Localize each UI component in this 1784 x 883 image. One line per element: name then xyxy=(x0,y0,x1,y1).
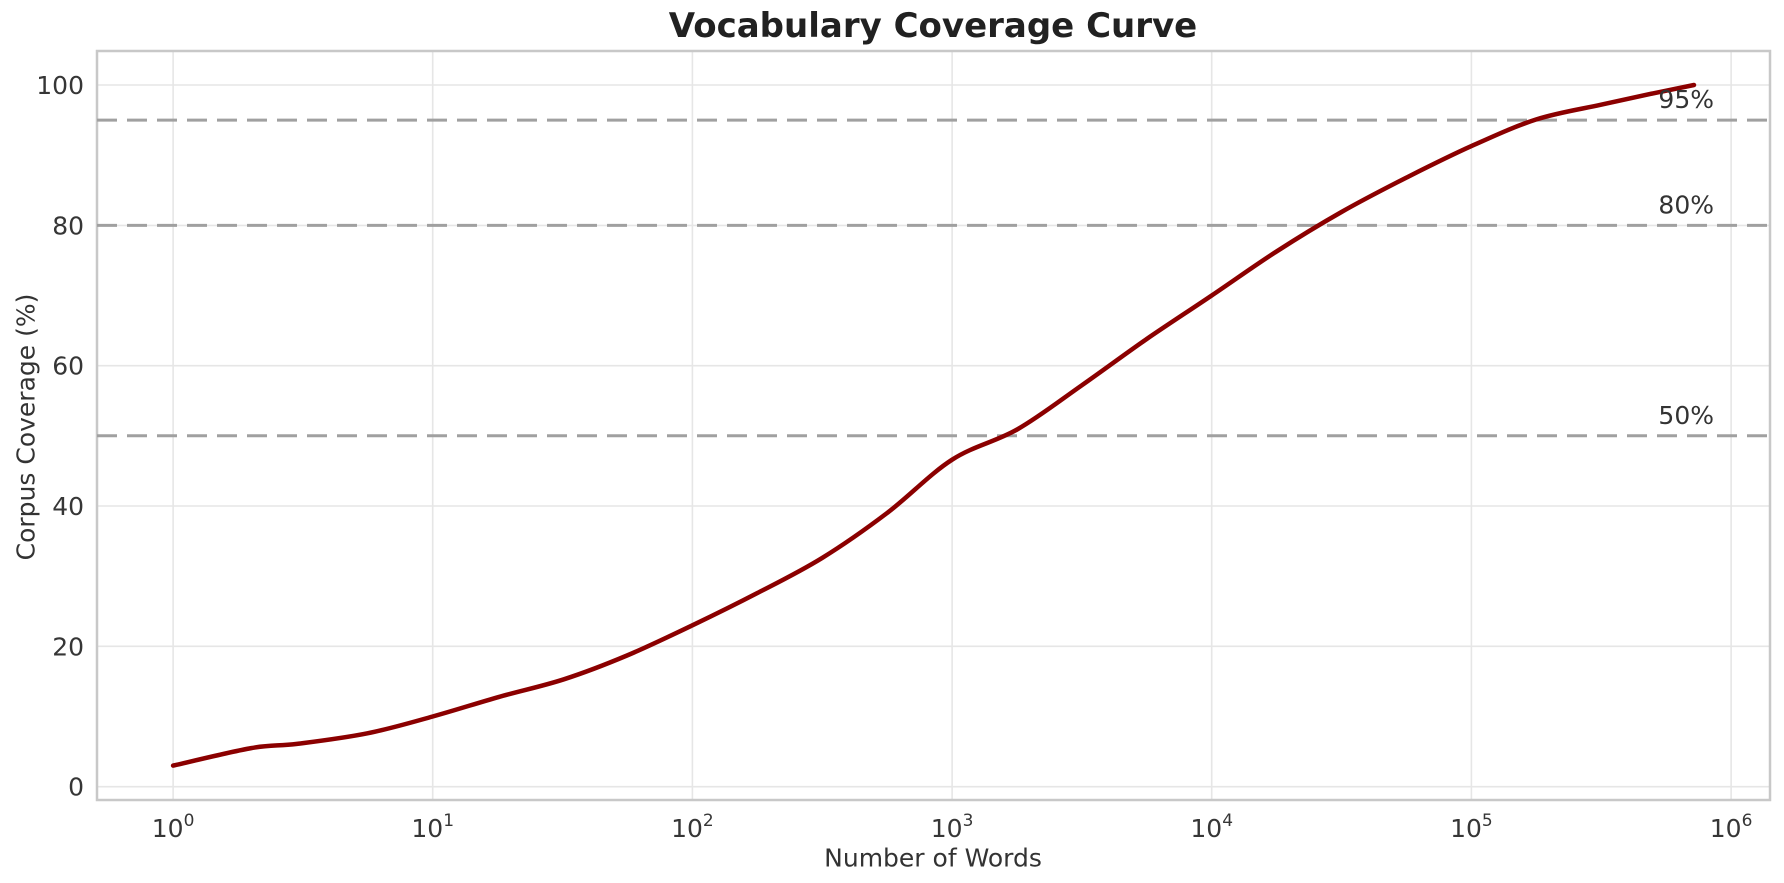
x-tick-label-1e6: 106 xyxy=(1710,811,1753,843)
y-tick-label-100: 100 xyxy=(36,71,84,100)
y-tick-label-20: 20 xyxy=(52,632,84,661)
reference-line-label-80: 80% xyxy=(1658,190,1714,219)
x-tick-label-1e2: 102 xyxy=(671,811,714,843)
y-tick-label-60: 60 xyxy=(52,352,84,381)
chart-title: Vocabulary Coverage Curve xyxy=(668,6,1198,46)
x-tick-label-1e4: 104 xyxy=(1190,811,1233,843)
x-axis-label: Number of Words xyxy=(824,843,1042,873)
x-tick-label-1e1: 101 xyxy=(411,811,454,843)
plot-spines xyxy=(95,49,1772,802)
reference-line-label-50: 50% xyxy=(1658,401,1714,430)
x-tick-label-1e3: 103 xyxy=(931,811,974,843)
coverage-curve xyxy=(170,82,1697,768)
y-tick-label-0: 0 xyxy=(68,773,84,802)
y-tick-label-80: 80 xyxy=(52,211,84,240)
reference-line-label-95: 95% xyxy=(1658,85,1714,114)
x-tick-label-1e5: 105 xyxy=(1450,811,1493,843)
x-tick-label-1e0: 100 xyxy=(152,811,195,843)
y-tick-label-40: 40 xyxy=(52,492,84,521)
